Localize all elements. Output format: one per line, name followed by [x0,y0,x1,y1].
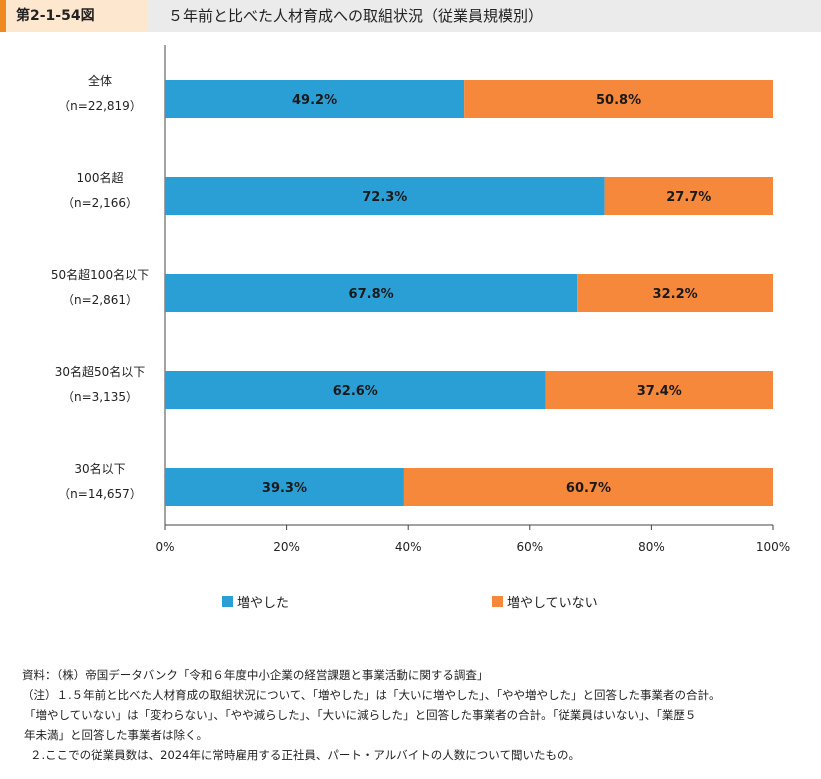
stacked-bar-chart: 全体 （n=22,819） 49.2% 50.8% 100名超 （n=2,166） 72.3… [51,45,790,611]
note-1-cont: 「増やしていない」は「変わらない」、「やや減らした」、「大いに減らした」と回答し… [24,708,697,722]
category-n-label: （n=3,135） [62,390,138,404]
bar-data-label: 49.2% [292,93,337,108]
bar-increased [165,80,465,118]
bar-not-increased [577,274,773,312]
x-tick-label: 40% [395,540,422,554]
figure-title: ５年前と比べた人材育成への取組状況（従業員規模別） [168,7,544,25]
bar-not-increased [604,177,773,215]
category-label: 30名超50名以下 [55,364,146,379]
source-note: 資料：（株）帝国データバンク「令和６年度中小企業の経営課題と事業活動に関する調査… [22,668,489,682]
note-1-cont2: 年未満」と回答した事業者は除く。 [24,728,208,742]
bar-data-label: 50.8% [596,93,641,108]
bar-not-increased [403,468,773,506]
note-2: ２.ここでの従業員数は、2024年に常時雇用する正社員、パート・アルバイトの人数… [30,748,580,762]
bar-not-increased [545,371,773,409]
figure-number: 第2-1-54図 [0,0,148,32]
figure-header: 第2-1-54図 ５年前と比べた人材育成への取組状況（従業員規模別） [0,0,821,32]
bar-data-label: 37.4% [637,384,682,399]
bar-data-label: 27.7% [666,190,711,205]
legend-swatch-not-increased [492,596,503,607]
category-label: 50名超100名以下 [51,267,149,282]
legend-label: 増やした [237,596,289,611]
bar-data-label: 39.3% [262,481,307,496]
bar-data-label: 32.2% [653,287,698,302]
bar-data-label: 60.7% [566,481,611,496]
bar-increased [165,371,546,409]
bar-data-label: 62.6% [333,384,378,399]
category-label: 全体 [88,73,112,88]
category-n-label: （n=2,861） [62,293,138,307]
legend-swatch-increased [222,596,233,607]
bar-increased [165,468,404,506]
category-label: 100名超 [77,170,124,185]
note-1: （注）１.５年前と比べた人材育成の取組状況について、「増やした」は「大いに増やし… [22,688,721,702]
category-label: 30名以下 [74,461,125,476]
bar-not-increased [464,80,773,118]
bar-data-label: 67.8% [349,287,394,302]
x-tick-label: 60% [516,540,543,554]
bar-increased [165,274,578,312]
category-n-label: （n=14,657） [58,487,142,501]
x-tick-label: 100% [756,540,790,554]
notes: 資料：（株）帝国データバンク「令和６年度中小企業の経営課題と事業活動に関する調査… [22,665,812,765]
legend-label: 増やしていない [507,596,598,611]
category-n-label: （n=22,819） [58,99,142,113]
x-tick-label: 20% [273,540,300,554]
bar-increased [165,177,605,215]
bar-data-label: 72.3% [362,190,407,205]
category-n-label: （n=2,166） [62,196,138,210]
x-tick-label: 80% [638,540,665,554]
x-tick-label: 0% [155,540,174,554]
